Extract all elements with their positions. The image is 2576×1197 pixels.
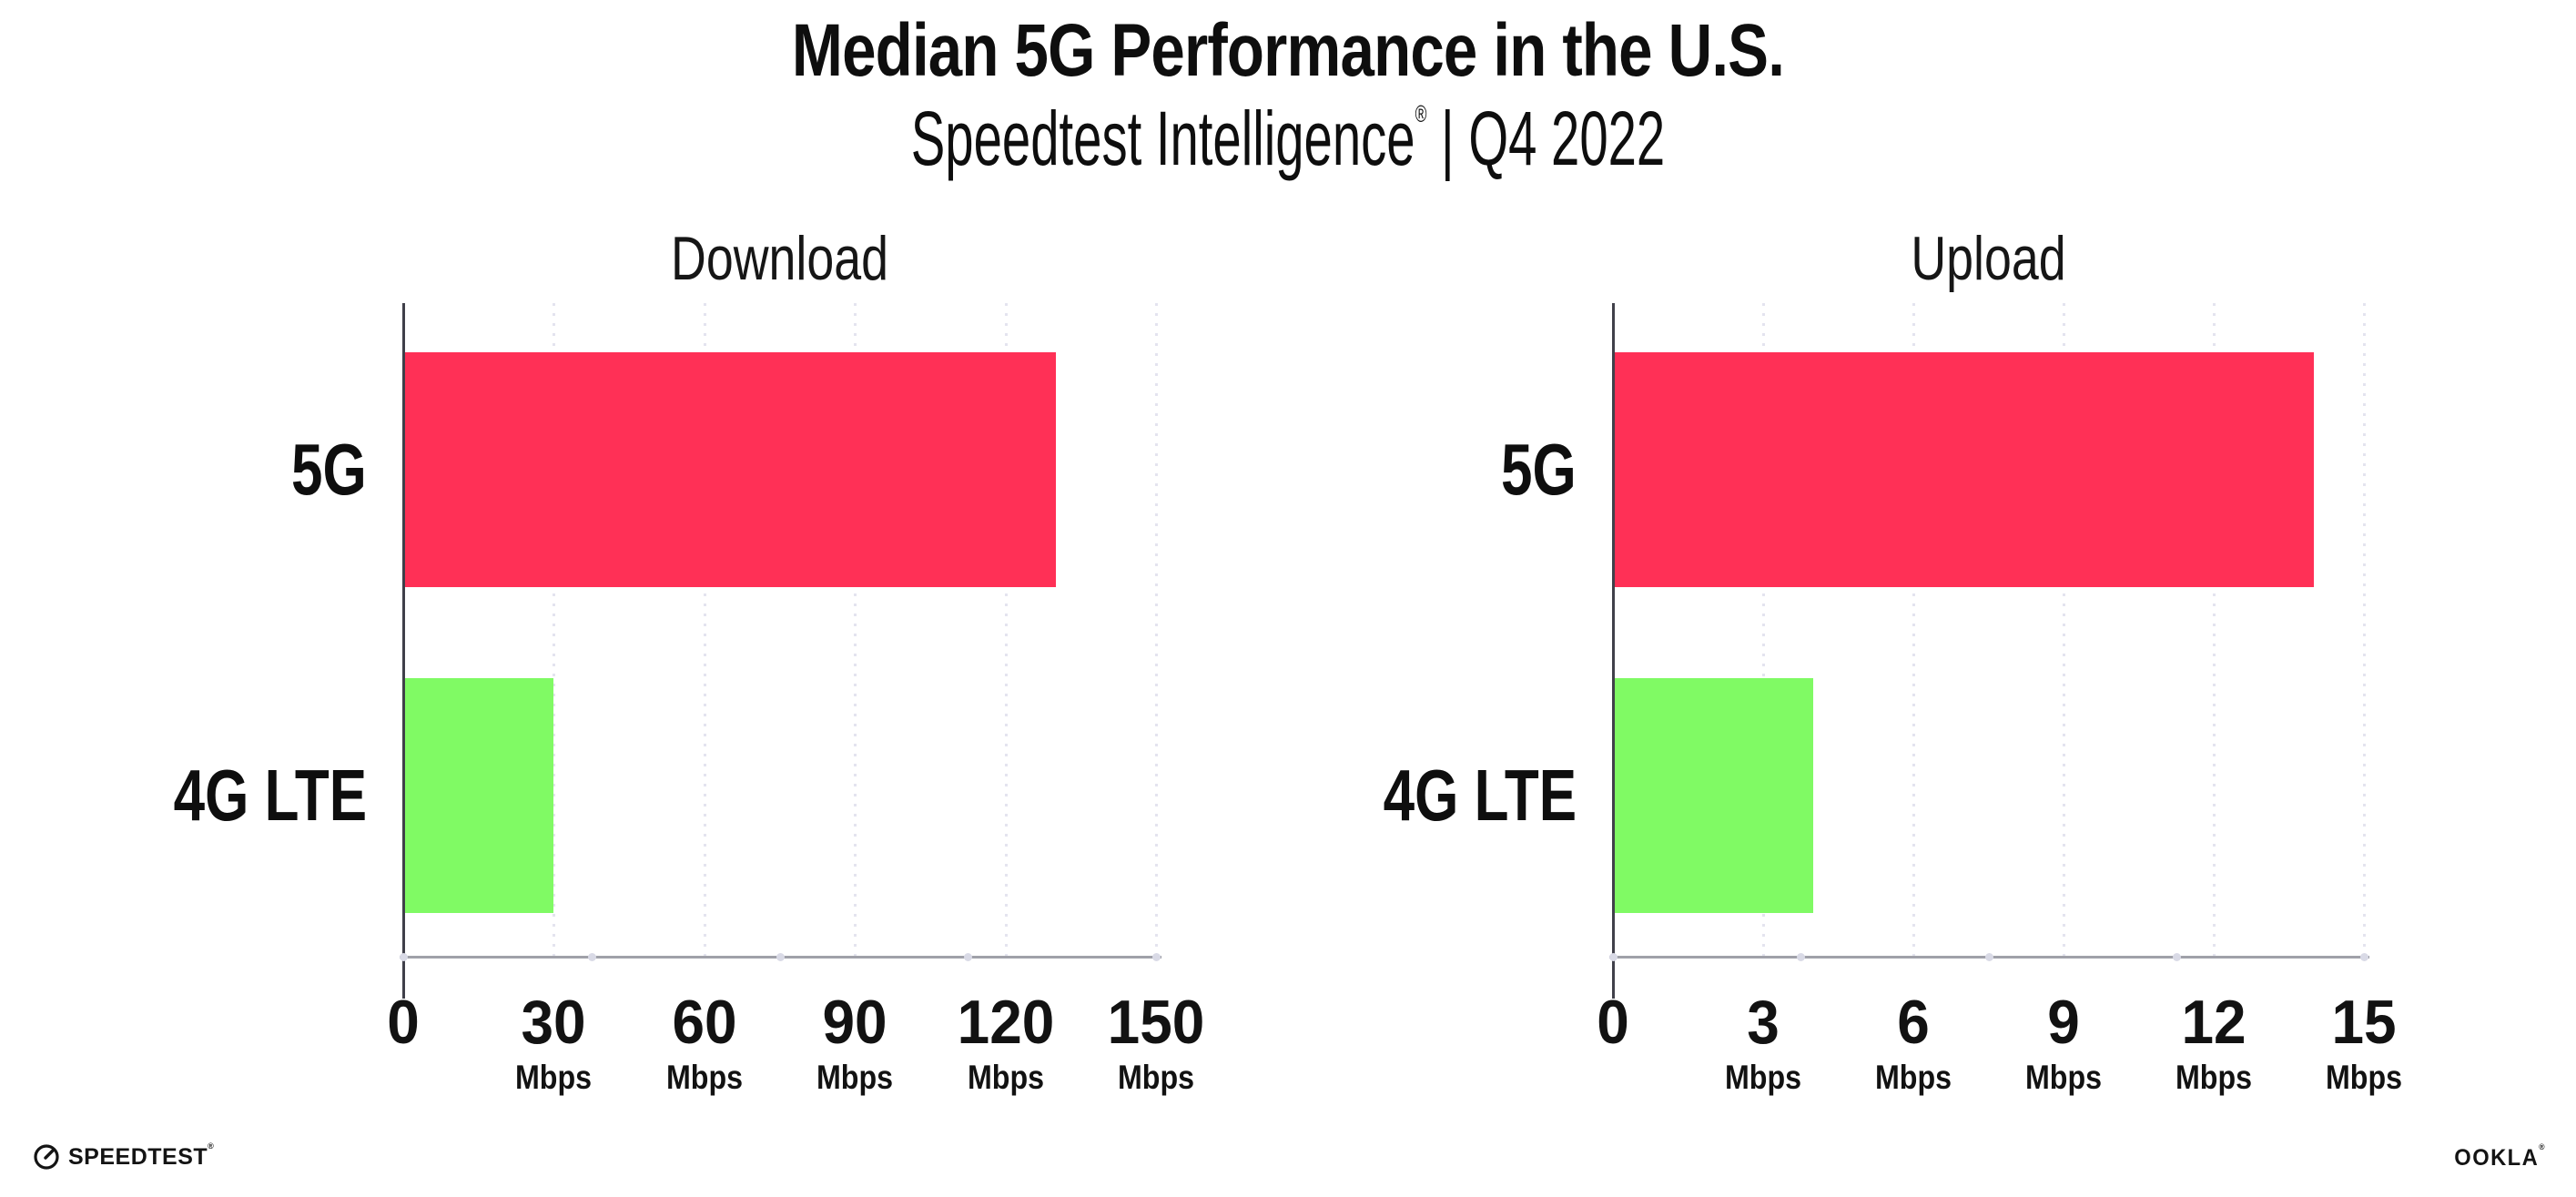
- axis-dot: [776, 953, 785, 961]
- axis-dot: [1152, 953, 1161, 961]
- x-tick-value: 15: [2331, 988, 2397, 1057]
- x-tick-unit: Mbps: [1117, 1059, 1195, 1096]
- gridline: [854, 303, 857, 959]
- ookla-wordmark: OOKLA®: [2454, 1142, 2546, 1171]
- bar-4g-lte: [1615, 678, 1813, 913]
- x-tick-value: 0: [387, 988, 420, 1057]
- chart-title-download: Download: [671, 224, 888, 293]
- plot-area: [403, 303, 1158, 959]
- bar-5g: [1615, 352, 2314, 587]
- axis-dot: [1609, 953, 1618, 961]
- bar-5g: [405, 352, 1056, 587]
- category-label-4g-lte: 4G LTE: [173, 755, 367, 836]
- x-tick-value: 9: [2047, 988, 2080, 1057]
- x-tick-value: 3: [1747, 988, 1780, 1057]
- x-tick-unit: Mbps: [2325, 1059, 2403, 1096]
- x-tick: 30 Mbps: [510, 991, 598, 1094]
- ookla-registered-mark: ®: [2539, 1142, 2546, 1151]
- subtitle-period: | Q4 2022: [1426, 96, 1666, 181]
- x-tick-value: 60: [672, 988, 737, 1057]
- y-axis-line: [1612, 303, 1615, 999]
- x-tick-unit: Mbps: [967, 1059, 1044, 1096]
- gridline: [1004, 303, 1008, 959]
- x-tick: 15 Mbps: [2320, 991, 2409, 1094]
- subtitle-brand: Speedtest Intelligence: [910, 96, 1415, 181]
- x-tick-unit: Mbps: [1874, 1059, 1952, 1096]
- speedtest-logo: SPEEDTEST®: [32, 1141, 215, 1172]
- plot-area: [1613, 303, 2366, 959]
- speedtest-registered-mark: ®: [208, 1141, 215, 1151]
- x-tick: 150 Mbps: [1104, 991, 1207, 1094]
- x-tick-value: 6: [1897, 988, 1930, 1057]
- x-tick-value: 0: [1597, 988, 1629, 1057]
- x-tick-value: 30: [521, 988, 586, 1057]
- upload-chart: Upload 5G 4G LTE 0 3 Mbps 6 Mbps 9 Mbps 12 Mbps 15 M…: [1384, 224, 2402, 1147]
- x-tick: 120 Mbps: [954, 991, 1057, 1094]
- page-subtitle: Speedtest Intelligence® | Q4 2022: [425, 100, 2151, 177]
- download-chart: Download 5G 4G LTE 0 30 Mbps 60 Mbps 90 Mbps 120 M…: [174, 224, 1205, 1147]
- axis-dot: [1984, 953, 1993, 961]
- x-tick: 3 Mbps: [1719, 991, 1808, 1094]
- axis-dot: [964, 953, 973, 961]
- x-tick-value: 90: [822, 988, 887, 1057]
- page-title: Median 5G Performance in the U.S.: [791, 9, 1785, 92]
- x-tick: 90 Mbps: [811, 991, 899, 1094]
- x-tick: 0: [386, 991, 421, 1053]
- gridline: [1912, 303, 1915, 959]
- registered-mark: ®: [1415, 100, 1427, 127]
- x-tick-unit: Mbps: [2175, 1059, 2253, 1096]
- x-tick-value: 12: [2181, 988, 2246, 1057]
- axis-dot: [2172, 953, 2181, 961]
- category-label-5g: 5G: [291, 429, 367, 510]
- gridline: [1155, 303, 1158, 959]
- x-tick: 12 Mbps: [2170, 991, 2258, 1094]
- gridline: [703, 303, 706, 959]
- x-tick-value: 150: [1107, 988, 1205, 1057]
- axis-dot: [2360, 953, 2368, 961]
- bar-4g-lte: [405, 678, 554, 913]
- gridline: [1762, 303, 1765, 959]
- chart-title-upload: Upload: [1911, 224, 2066, 293]
- axis-dot: [1797, 953, 1806, 961]
- x-tick: 6 Mbps: [1870, 991, 1958, 1094]
- x-tick-value: 120: [957, 988, 1054, 1057]
- x-tick-unit: Mbps: [1724, 1059, 1802, 1096]
- category-label-4g-lte: 4G LTE: [1383, 755, 1577, 836]
- x-tick: 60 Mbps: [660, 991, 748, 1094]
- x-tick-unit: Mbps: [2024, 1059, 2103, 1096]
- x-tick-unit: Mbps: [665, 1059, 743, 1096]
- speedtest-gauge-icon: [34, 1144, 59, 1170]
- gridline: [2063, 303, 2065, 959]
- ookla-logo: OOKLA®: [2449, 1142, 2546, 1171]
- axis-dot: [400, 953, 408, 961]
- x-tick-unit: Mbps: [816, 1059, 894, 1096]
- x-tick-unit: Mbps: [515, 1059, 593, 1096]
- speedtest-wordmark: SPEEDTEST®: [68, 1141, 215, 1170]
- x-tick: 0: [1596, 991, 1630, 1053]
- gridline: [2363, 303, 2366, 959]
- y-axis-line: [402, 303, 405, 999]
- axis-dot: [587, 953, 596, 961]
- x-tick: 9 Mbps: [2020, 991, 2108, 1094]
- category-label-5g: 5G: [1501, 429, 1577, 510]
- gridline: [2213, 303, 2216, 959]
- gridline: [553, 303, 556, 959]
